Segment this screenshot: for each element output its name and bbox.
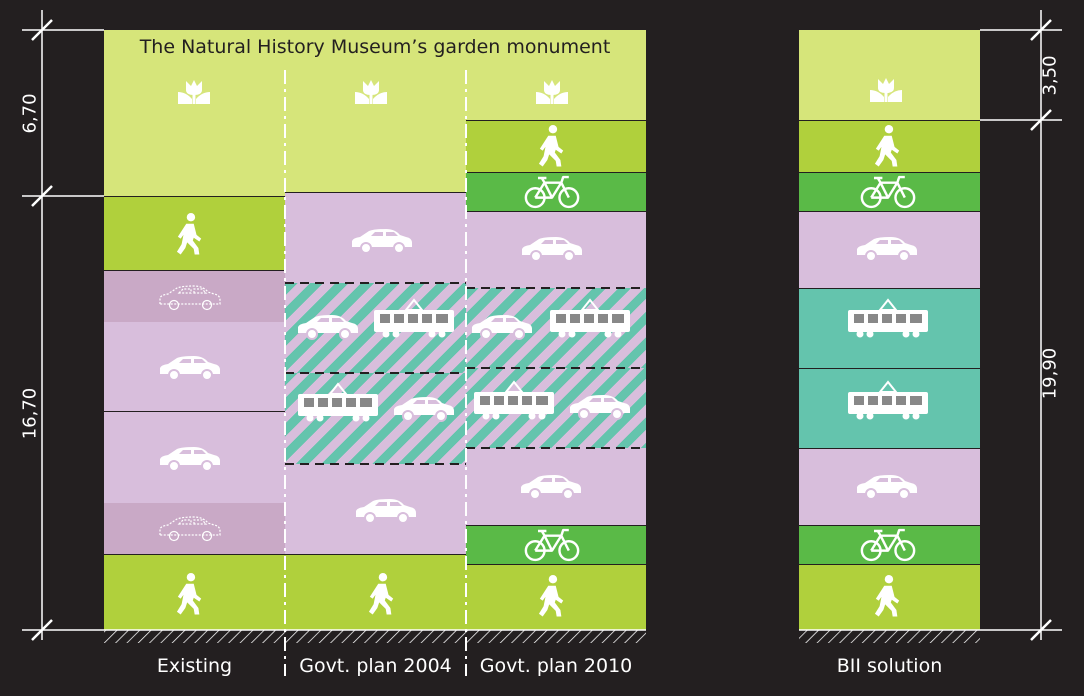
- tram-icon: [847, 381, 929, 420]
- pedestrian-icon: [538, 125, 564, 167]
- parked-car-icon: [159, 285, 221, 311]
- ground-hatching: [104, 630, 646, 643]
- tram-icon: [373, 299, 455, 338]
- bicycle-icon: [524, 175, 580, 209]
- diagram-title: The Natural History Museum’s garden monu…: [139, 36, 611, 58]
- pedestrian-icon: [874, 575, 900, 617]
- plan2010-bicycle-lane: [466, 172, 646, 211]
- car-icon: [159, 355, 221, 381]
- bii-bicycle-lane: [799, 525, 980, 564]
- column-label-bii: BII solution: [836, 655, 943, 677]
- tram-icon: [847, 299, 929, 338]
- tram-icon: [473, 381, 555, 420]
- bicycle-icon: [860, 175, 916, 209]
- column-label-existing: Existing: [156, 655, 233, 677]
- car-icon: [355, 498, 417, 524]
- existing-parking-lane: [104, 503, 285, 554]
- plan2004-garden-lane: [285, 30, 466, 192]
- car-icon: [471, 314, 533, 340]
- ground-hatching: [799, 630, 980, 643]
- flower-icon: [178, 80, 210, 104]
- tram-icon: [297, 383, 379, 422]
- existing-parking-lane: [104, 270, 285, 322]
- dimension-left-bottom: 16,70: [19, 387, 41, 440]
- right-dimension-line: [980, 10, 1062, 641]
- car-icon: [521, 236, 583, 262]
- car-icon: [159, 446, 221, 472]
- pedestrian-icon: [538, 575, 564, 617]
- plan2010-garden-lane: [466, 30, 646, 120]
- car-icon: [393, 396, 455, 422]
- car-icon: [520, 474, 582, 500]
- dimension-left-top: 6,70: [19, 93, 41, 134]
- bicycle-icon: [524, 528, 580, 562]
- bii-garden-lane: [799, 30, 980, 120]
- column-label-plan2010: Govt. plan 2010: [479, 655, 633, 677]
- column-label-plan2004: Govt. plan 2004: [299, 655, 452, 677]
- car-icon: [856, 236, 918, 262]
- left-dimension-line: [22, 10, 104, 641]
- column-dividers: [284, 70, 467, 676]
- parked-car-icon: [159, 516, 221, 542]
- car-icon: [351, 228, 413, 254]
- tram-icon: [549, 299, 631, 338]
- flower-icon: [536, 80, 568, 104]
- dimension-right-bottom: 19,90: [1039, 347, 1061, 400]
- pedestrian-icon: [176, 573, 202, 615]
- bicycle-icon: [860, 528, 916, 562]
- car-icon: [297, 314, 359, 340]
- flower-icon: [870, 78, 902, 102]
- flower-icon: [355, 80, 387, 104]
- pedestrian-icon: [874, 125, 900, 167]
- bii-bicycle-lane: [799, 172, 980, 211]
- shared-lane-borders: [285, 282, 646, 465]
- existing-garden-lane: [104, 30, 285, 196]
- dimension-right-top: 3,50: [1039, 55, 1061, 96]
- pedestrian-icon: [368, 573, 394, 615]
- car-icon: [569, 394, 631, 420]
- pedestrian-icon: [176, 213, 202, 255]
- car-icon: [856, 474, 918, 500]
